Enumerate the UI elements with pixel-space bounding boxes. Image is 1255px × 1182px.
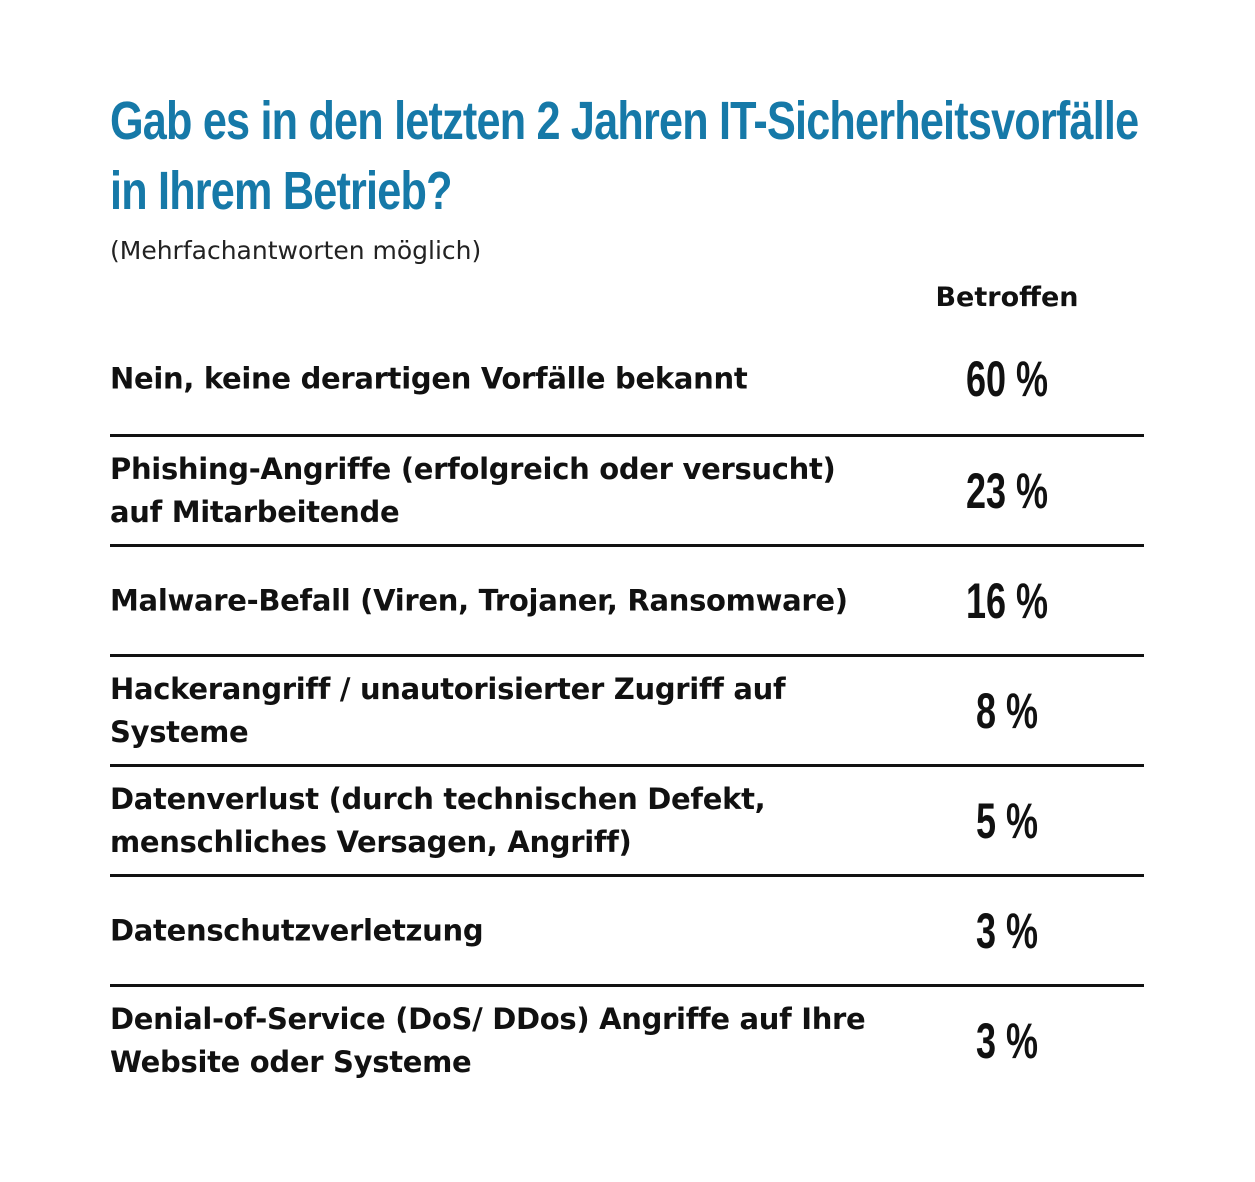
chart-subtitle: (Mehrfachantworten möglich) [110, 236, 482, 265]
row-label: Denial-of-Service (DoS/ DDos) Angriffe a… [110, 1001, 866, 1079]
table-row: Datenverlust (durch technischen Defekt, … [110, 764, 1144, 874]
table-row: Malware-Befall (Viren, Trojaner, Ransomw… [110, 544, 1144, 654]
row-value: 16 % [965, 572, 1049, 629]
row-label: Hackerangriff / unautorisierter Zugriff … [110, 671, 786, 749]
row-value: 3 % [975, 902, 1039, 959]
row-value: 3 % [975, 1012, 1039, 1069]
row-label: Malware-Befall (Viren, Trojaner, Ransomw… [110, 583, 848, 617]
row-label: Datenschutzverletzung [110, 913, 484, 947]
table-row: Datenschutzverletzung 3 % [110, 874, 1144, 984]
row-label: Nein, keine derartigen Vorfälle bekannt [110, 361, 748, 396]
table-row: Phishing-Angriffe (erfolgreich oder vers… [110, 434, 1144, 544]
table-row: Hackerangriff / unautorisierter Zugriff … [110, 654, 1144, 764]
table-row: Denial-of-Service (DoS/ DDos) Angriffe a… [110, 984, 1144, 1094]
table-row: Nein, keine derartigen Vorfälle bekannt 6… [110, 324, 1144, 434]
row-value: 60 % [965, 351, 1049, 407]
row-value: 8 % [975, 682, 1039, 739]
chart-title-line-1: Gab es in den letzten 2 Jahren IT-Sicher… [110, 91, 1139, 151]
chart-title-line-2: in Ihrem Betrieb? [110, 161, 452, 221]
row-label: Datenverlust (durch technischen Defekt, … [110, 781, 766, 859]
results-table: Nein, keine derartigen Vorfälle bekannt 6… [110, 324, 1144, 1094]
chart-title: Gab es in den letzten 2 Jahren IT-Sicher… [110, 86, 1139, 226]
row-value: 23 % [965, 462, 1049, 519]
column-header-betroffen: Betroffen [935, 282, 1079, 313]
row-value: 5 % [975, 792, 1039, 849]
row-label: Phishing-Angriffe (erfolgreich oder vers… [110, 451, 836, 529]
